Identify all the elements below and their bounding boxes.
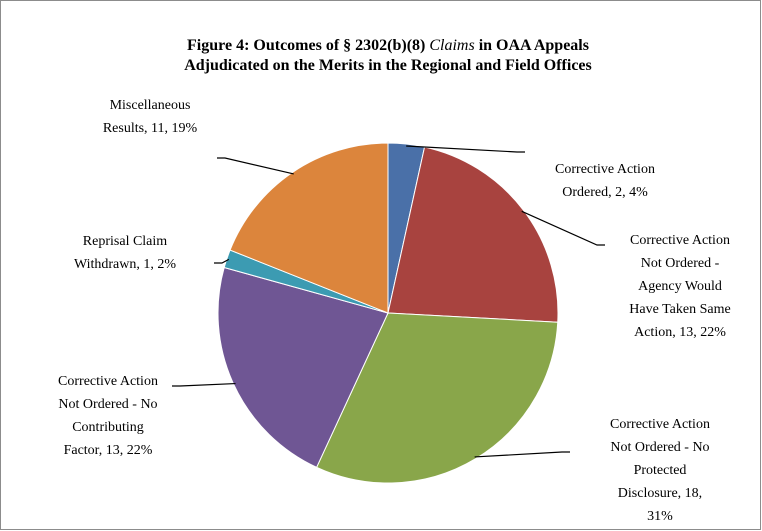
- labels: Corrective Action Ordered, 2, 4% Correctiv…: [58, 98, 731, 524]
- title-part: Figure 4: Outcomes of § 2302(b)(8): [187, 37, 429, 54]
- pie-slice: [387, 146, 559, 323]
- data-label: Miscellaneous: [110, 98, 191, 113]
- data-label: Results, 11, 19%: [103, 121, 198, 136]
- data-label: Not Ordered - No: [58, 397, 157, 412]
- leader-line: [172, 382, 236, 387]
- data-label: Agency Would: [638, 279, 722, 294]
- title-part: Claims: [429, 37, 474, 54]
- chart-title: Adjudicated on the Merits in the Regiona…: [184, 57, 592, 74]
- data-label: Contributing: [72, 420, 144, 435]
- data-label: Disclosure, 18,: [618, 486, 702, 501]
- pie-slice: [229, 142, 389, 314]
- leader-line: [214, 258, 230, 264]
- data-label: Corrective Action: [610, 417, 710, 432]
- leader-line: [217, 157, 294, 175]
- data-label: Withdrawn, 1, 2%: [74, 257, 176, 272]
- chart-title: Figure 4: Outcomes of § 2302(b)(8) Claim…: [187, 37, 589, 54]
- title-part: in OAA Appeals: [475, 37, 589, 54]
- data-label: Reprisal Claim: [83, 234, 167, 249]
- data-label: 31%: [647, 509, 673, 524]
- data-label: Ordered, 2, 4%: [562, 185, 648, 200]
- data-label: Corrective Action: [630, 233, 730, 248]
- data-label: Not Ordered - No: [610, 440, 709, 455]
- data-label: Corrective Action: [555, 162, 655, 177]
- data-label: Have Taken Same: [629, 302, 730, 317]
- leader-line: [474, 451, 570, 458]
- data-label: Corrective Action: [58, 374, 158, 389]
- pie-slice: [217, 266, 389, 468]
- data-label: Action, 13, 22%: [634, 325, 726, 340]
- leader-line: [406, 145, 525, 153]
- pie-slice: [315, 312, 559, 484]
- data-label: Protected: [634, 463, 687, 478]
- data-label: Not Ordered -: [641, 256, 720, 271]
- leader-line: [521, 210, 605, 246]
- pie: [217, 142, 559, 484]
- data-label: Factor, 13, 22%: [64, 443, 153, 458]
- title-part: Adjudicated on the Merits in the Regiona…: [184, 57, 592, 74]
